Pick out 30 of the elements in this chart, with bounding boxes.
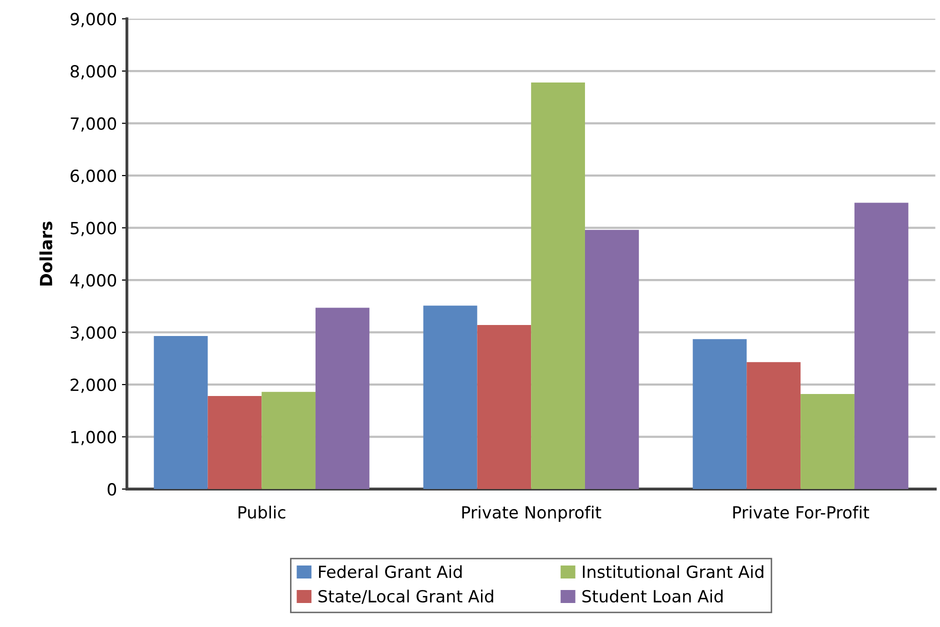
bar <box>692 339 747 490</box>
legend-label: State/Local Grant Aid <box>318 590 494 604</box>
bar <box>584 230 639 490</box>
legend-label: Federal Grant Aid <box>319 565 462 578</box>
bar <box>154 336 208 490</box>
y-tick-label: 5,000 <box>70 222 116 236</box>
y-tick-label: 2,000 <box>70 378 116 393</box>
legend-label: Student Loan Aid <box>582 590 723 603</box>
bar <box>423 306 478 490</box>
bar <box>477 324 532 490</box>
y-tick-label: 9,000 <box>70 12 116 28</box>
y-tick-label: 4,000 <box>70 274 116 288</box>
y-tick-label: 7,000 <box>70 117 116 132</box>
y-tick-label: 3,000 <box>70 326 116 341</box>
y-tick-label: 6,000 <box>70 170 116 184</box>
bar <box>262 392 316 490</box>
x-tick-label: Public <box>238 506 286 519</box>
x-tick-label: Private Nonprofit <box>462 506 602 522</box>
y-tick-label: 0 <box>108 483 116 496</box>
legend-label: Institutional Grant Aid <box>582 565 764 578</box>
bar <box>854 202 908 490</box>
bar <box>531 82 585 490</box>
bar <box>746 362 801 490</box>
y-axis-title: Dollars <box>39 222 52 286</box>
bar <box>208 396 262 490</box>
bar <box>316 308 370 490</box>
y-tick-label: 8,000 <box>70 65 116 80</box>
x-tick-label: Private For-Profit <box>733 506 870 519</box>
bar <box>800 394 854 490</box>
y-tick-label: 1,000 <box>71 430 116 446</box>
